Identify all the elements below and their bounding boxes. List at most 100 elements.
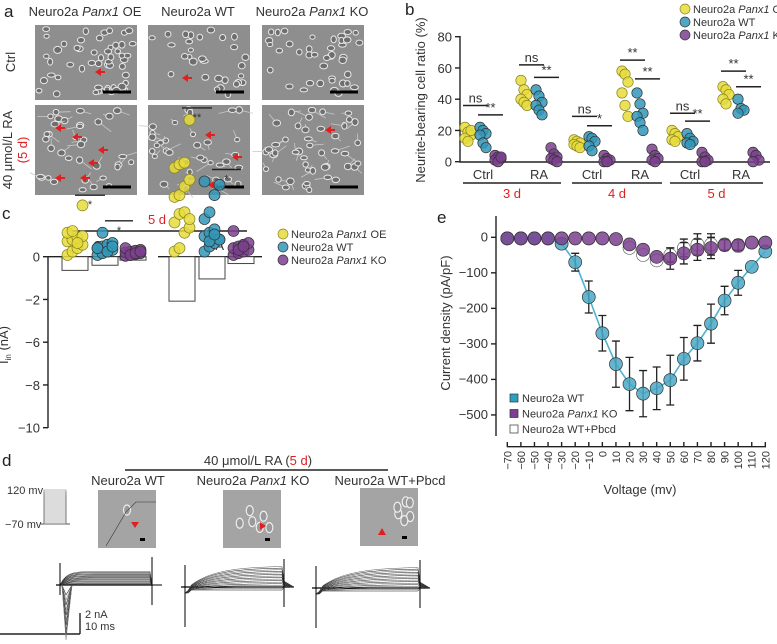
significance-label: ** bbox=[627, 45, 637, 60]
cell bbox=[89, 183, 98, 191]
data-point-oe bbox=[168, 216, 181, 229]
step bbox=[43, 489, 67, 524]
current-trace bbox=[315, 576, 431, 595]
data-point-wt bbox=[731, 275, 746, 290]
data-point-wt bbox=[595, 326, 610, 341]
cell bbox=[303, 181, 311, 187]
condition-Ctrl: Ctrl** bbox=[61, 194, 147, 271]
x-tick-label: −50 bbox=[529, 451, 541, 470]
cell bbox=[214, 74, 224, 83]
cell bbox=[207, 160, 214, 166]
cell bbox=[60, 116, 69, 125]
cell bbox=[344, 80, 351, 87]
cell bbox=[128, 41, 137, 47]
cell bbox=[274, 28, 281, 37]
trace-ko bbox=[181, 559, 295, 627]
red-arrow-icon bbox=[55, 174, 61, 182]
cell bbox=[121, 71, 130, 79]
cell bbox=[105, 112, 114, 120]
bar-wt bbox=[198, 256, 226, 280]
data-point-wt bbox=[536, 109, 548, 121]
cell bbox=[265, 522, 274, 534]
cell bbox=[286, 177, 295, 186]
significance-label: ns bbox=[578, 101, 592, 116]
protocol-high-label: 120 mv bbox=[7, 485, 44, 497]
current-trace bbox=[184, 569, 295, 594]
red-arrowhead-icon bbox=[131, 522, 139, 528]
capacitive-spike bbox=[61, 584, 73, 641]
cell bbox=[281, 184, 290, 191]
cell bbox=[268, 28, 275, 36]
cell bbox=[87, 59, 96, 66]
label-gene: Panx1 bbox=[336, 229, 367, 241]
data-point-oe bbox=[173, 189, 186, 201]
x-axis-label: Voltage (mv) bbox=[604, 482, 677, 497]
panel-letter-e: e bbox=[437, 208, 446, 227]
cell bbox=[47, 144, 55, 152]
cell bbox=[203, 139, 212, 146]
cell bbox=[344, 110, 353, 116]
cell bbox=[94, 60, 103, 68]
cell bbox=[153, 142, 161, 148]
legend-marker-pbcd bbox=[509, 424, 519, 434]
y-tick-label: −10 bbox=[18, 421, 40, 436]
cell bbox=[306, 186, 313, 193]
day-label: 3 d bbox=[503, 186, 521, 201]
current-trace bbox=[184, 581, 295, 594]
panel-a-micrographs: Ctrl 40 μmol/L RA (5 d) Neuro2a Panx1 OE… bbox=[0, 4, 368, 198]
cell bbox=[271, 149, 279, 157]
panel-letter-b: b bbox=[405, 0, 414, 19]
cell bbox=[185, 38, 194, 45]
series-wt bbox=[500, 231, 773, 418]
group-4d-Ctrl: ns * Ctrl bbox=[568, 101, 616, 182]
panel-d-title: 40 μmol/L RA (5 d) bbox=[204, 453, 312, 468]
current-trace bbox=[315, 575, 431, 595]
y-tick-label: 60 bbox=[438, 61, 452, 76]
current-trace bbox=[315, 572, 431, 595]
cell bbox=[99, 175, 107, 181]
cell bbox=[354, 139, 362, 147]
data-point-oe bbox=[178, 156, 191, 169]
label-gene: Panx1 bbox=[567, 409, 598, 421]
data-point-wt bbox=[208, 228, 221, 241]
cell bbox=[46, 72, 56, 78]
cell-micrograph bbox=[360, 488, 418, 546]
cell bbox=[318, 149, 326, 157]
cell bbox=[237, 73, 245, 79]
data-point-ko bbox=[690, 242, 705, 257]
significance-label: ns bbox=[676, 98, 690, 113]
label-part: Neuro2a bbox=[522, 409, 567, 421]
cell bbox=[180, 53, 189, 60]
micrograph-ctrl-1 bbox=[148, 25, 250, 100]
group-3d-RA: ns** RA bbox=[515, 50, 563, 182]
series-ko bbox=[500, 231, 773, 270]
cell bbox=[78, 187, 87, 193]
cell bbox=[230, 43, 239, 51]
cell bbox=[193, 141, 202, 149]
column-header: Neuro2a Panx1 OE bbox=[29, 4, 142, 19]
legend-marker-ko bbox=[509, 409, 519, 418]
data-point-ko bbox=[595, 231, 610, 246]
red-arrow-icon bbox=[205, 131, 211, 139]
cell bbox=[223, 176, 233, 183]
significance-label: * bbox=[597, 111, 602, 126]
data-point-oe bbox=[669, 135, 681, 147]
cell bbox=[118, 40, 126, 49]
current-trace bbox=[315, 586, 431, 595]
condition-label: RA bbox=[530, 167, 548, 182]
current-trace bbox=[59, 576, 162, 586]
current-trace bbox=[184, 567, 295, 594]
cell bbox=[215, 162, 225, 168]
label-part: OE bbox=[769, 4, 777, 16]
cell bbox=[316, 125, 326, 132]
step bbox=[43, 501, 67, 524]
current-trace bbox=[59, 574, 162, 586]
cell bbox=[306, 142, 314, 149]
data-point-wt bbox=[732, 107, 744, 119]
cell bbox=[310, 51, 319, 58]
x-tick-label: −10 bbox=[584, 451, 596, 470]
column-header: Neuro2a WT bbox=[161, 4, 235, 19]
legend-marker-ko bbox=[277, 254, 289, 266]
legend-marker-wt bbox=[277, 241, 289, 253]
